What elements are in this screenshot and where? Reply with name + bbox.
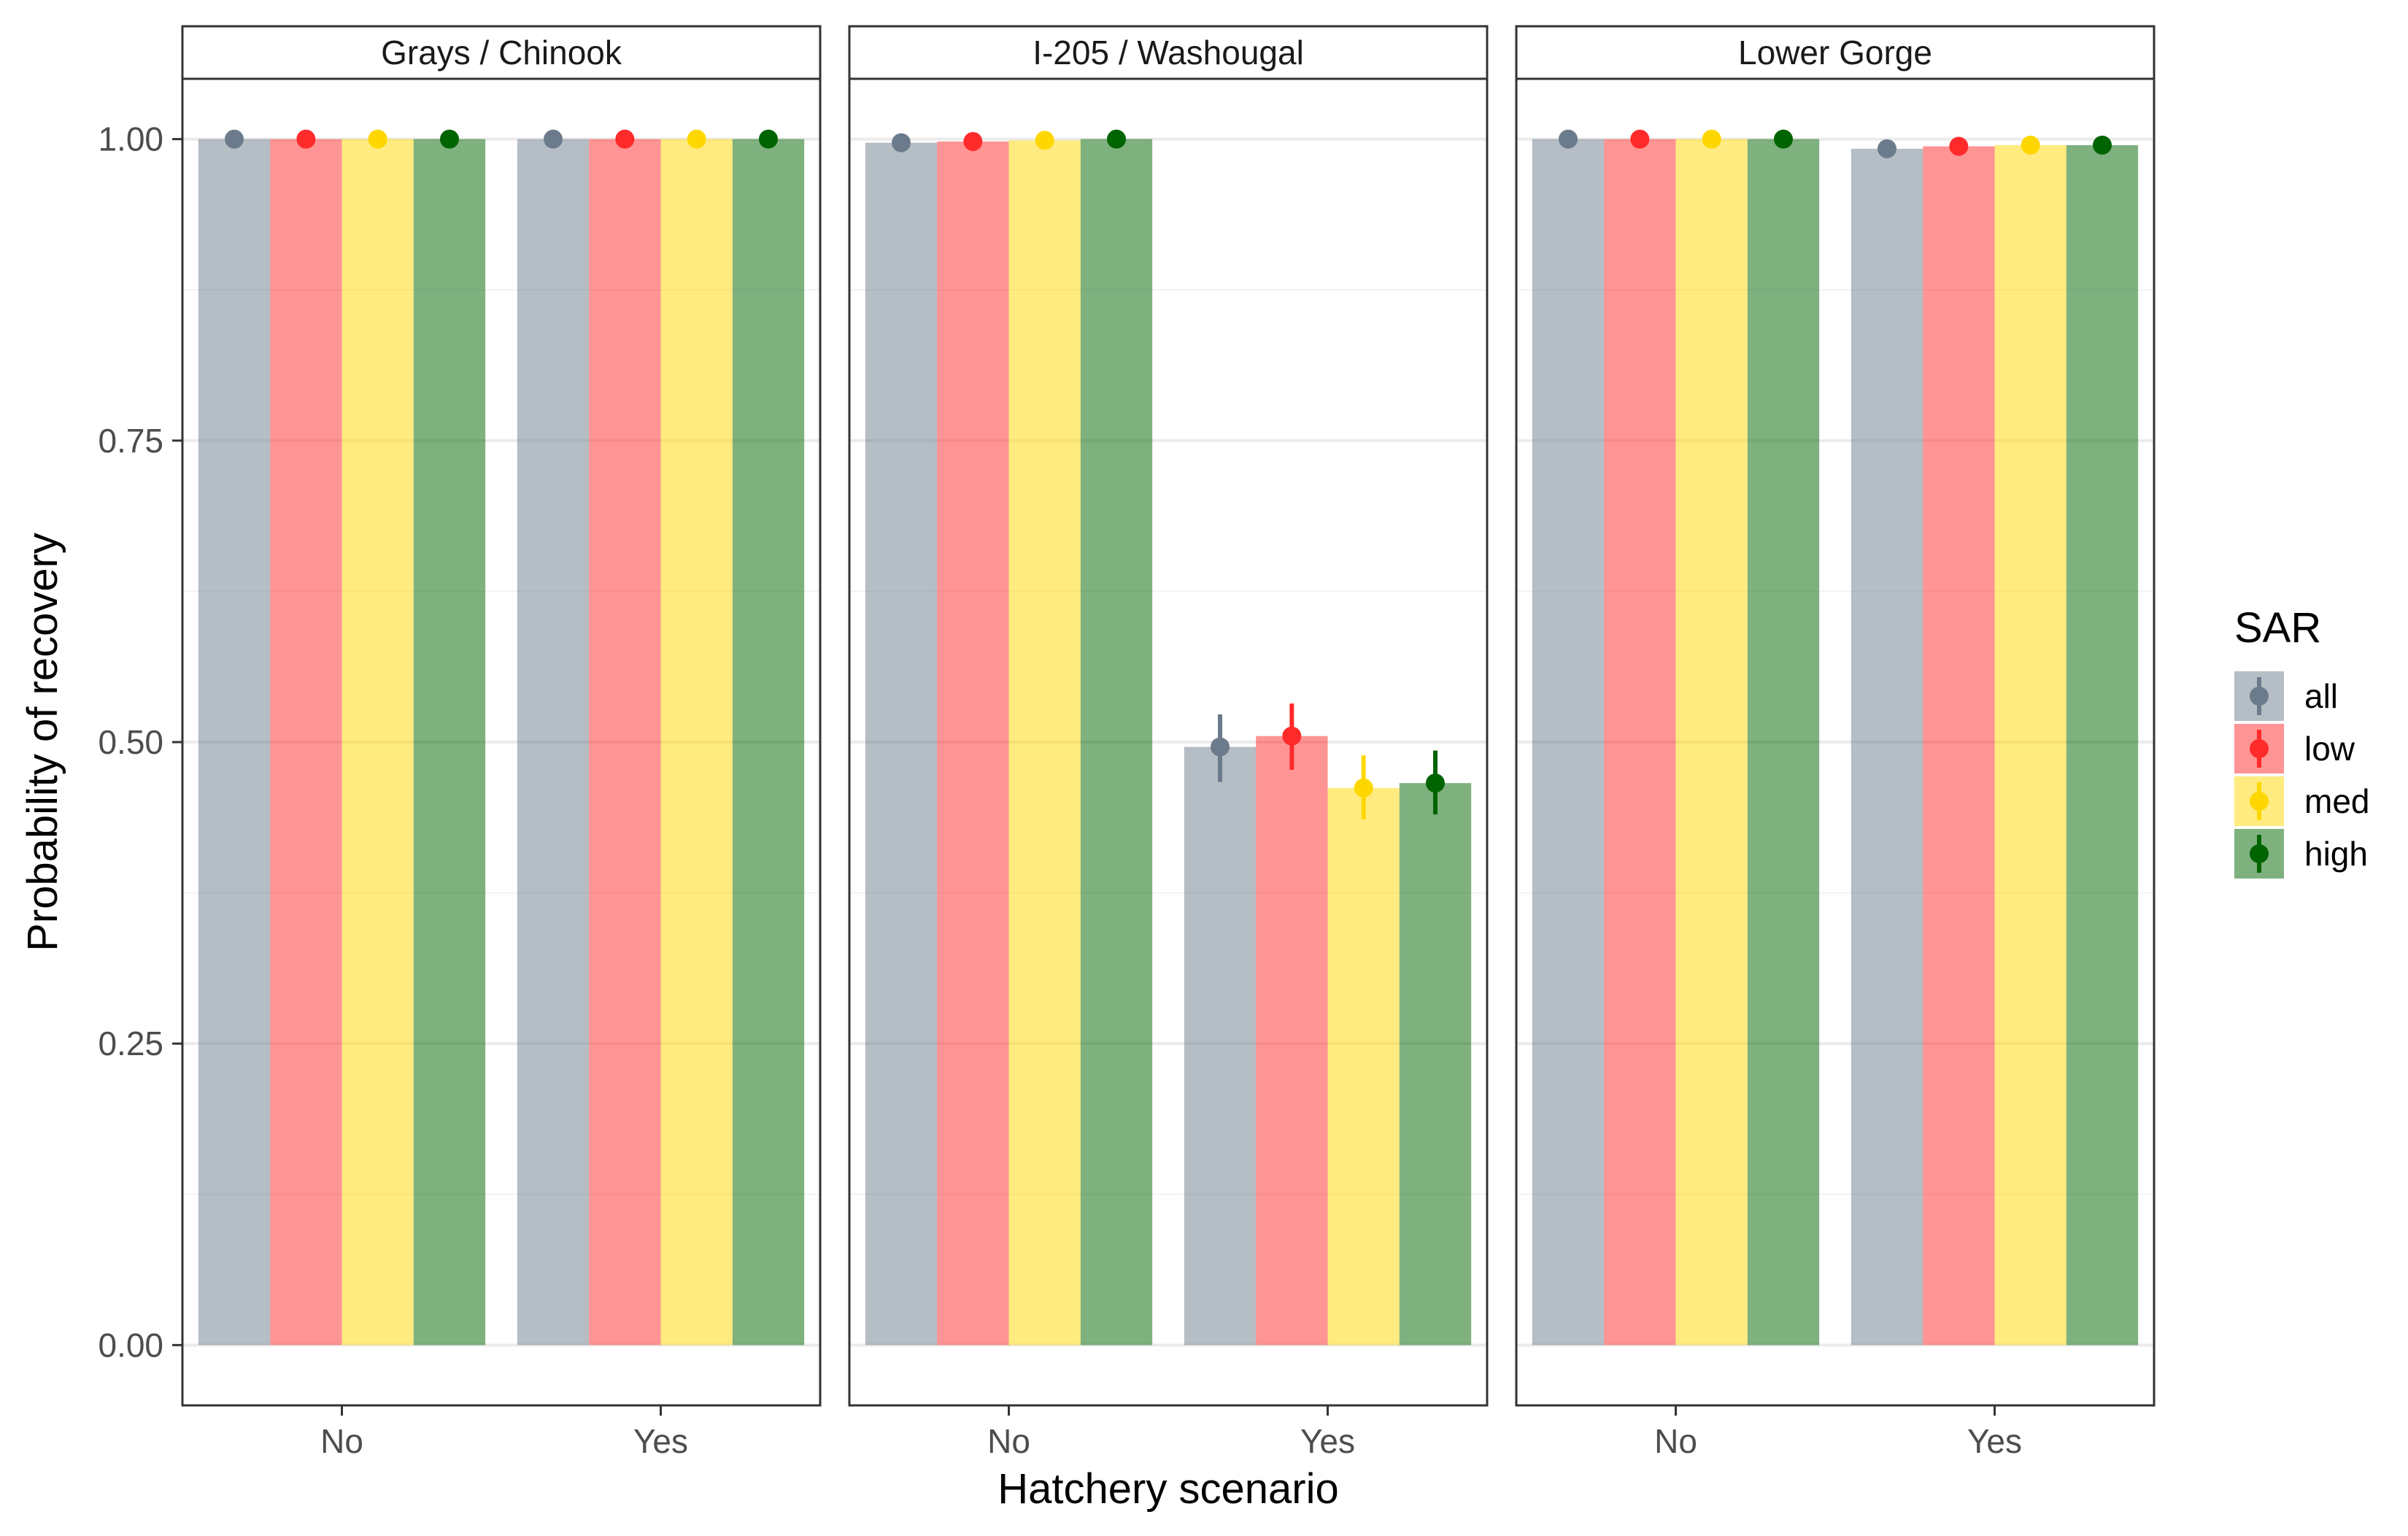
point-all-no — [1559, 129, 1578, 149]
point-high-no — [439, 129, 459, 149]
point-all-yes — [1878, 139, 1897, 158]
x-tick-label-yes: Yes — [1300, 1422, 1355, 1460]
point-low-no — [1630, 129, 1650, 149]
legend: SAR all low med high — [2234, 604, 2369, 879]
point-all-no — [892, 133, 911, 153]
bar-low-yes — [589, 139, 661, 1346]
bar-high-yes — [2066, 144, 2139, 1346]
point-all-yes — [544, 129, 563, 149]
y-tick-label: 1.00 — [98, 120, 163, 158]
point-low-no — [296, 129, 316, 149]
point-all-no — [225, 129, 244, 149]
bar-med-no — [1675, 139, 1748, 1346]
legend-label-high: high — [2304, 835, 2368, 873]
legend-label-low: low — [2304, 730, 2355, 768]
bar-high-no — [1080, 139, 1153, 1346]
bar-low-yes — [1923, 146, 1995, 1346]
legend-key-point — [2250, 844, 2269, 863]
point-med-yes — [2021, 135, 2040, 155]
bar-all-yes — [1851, 148, 1923, 1346]
legend-title: SAR — [2234, 604, 2321, 652]
facet-label: Grays / Chinook — [381, 34, 622, 72]
point-low-yes — [1282, 726, 1302, 746]
point-high-no — [1106, 129, 1126, 149]
facet-panel-1: Grays / Chinook No Yes — [181, 25, 822, 1460]
x-tick-label-no: No — [1654, 1422, 1697, 1460]
point-high-yes — [758, 129, 778, 149]
bar-high-no — [413, 139, 486, 1346]
facet-panel-3: Lower Gorge No Yes — [1515, 25, 2156, 1460]
y-axis-title: Probability of recovery — [19, 533, 66, 952]
bar-med-no — [341, 139, 414, 1346]
bar-med-yes — [660, 139, 733, 1346]
bar-med-yes — [1994, 144, 2067, 1346]
point-all-yes — [1211, 737, 1230, 757]
legend-label-all: all — [2304, 677, 2338, 715]
facet-label: I-205 / Washougal — [1033, 34, 1304, 72]
point-high-yes — [2092, 135, 2112, 155]
facet-panel-2: I-205 / Washougal No Yes — [848, 25, 1489, 1460]
point-med-yes — [1354, 778, 1373, 798]
x-tick-label-yes: Yes — [633, 1422, 688, 1460]
x-tick-label-no: No — [320, 1422, 363, 1460]
point-low-yes — [615, 129, 635, 149]
point-high-no — [1773, 129, 1793, 149]
bar-all-no — [865, 142, 938, 1346]
point-med-no — [1702, 129, 1721, 149]
facet-strip — [848, 25, 1489, 80]
legend-label-med: med — [2304, 782, 2369, 820]
point-med-no — [1035, 131, 1054, 150]
bar-all-no — [198, 139, 271, 1346]
point-med-yes — [687, 129, 706, 149]
bar-med-no — [1008, 140, 1081, 1346]
bar-med-yes — [1327, 787, 1400, 1346]
point-med-no — [368, 129, 387, 149]
point-high-yes — [1425, 773, 1445, 793]
legend-key-point — [2250, 792, 2269, 811]
bar-all-yes — [517, 139, 590, 1346]
y-axis: 0.00 0.25 0.50 0.75 1.00 — [98, 120, 182, 1364]
legend-key-point — [2250, 739, 2269, 758]
facet-strip — [1515, 25, 2156, 80]
bar-high-yes — [732, 139, 805, 1346]
point-low-no — [963, 131, 983, 151]
y-tick-label: 0.50 — [98, 723, 163, 761]
bar-all-no — [1532, 139, 1605, 1346]
legend-item-all: all — [2234, 671, 2338, 721]
x-tick-label-no: No — [987, 1422, 1030, 1460]
bar-low-no — [937, 141, 1009, 1346]
x-tick-label-yes: Yes — [1967, 1422, 2022, 1460]
facet-strip — [181, 25, 822, 80]
point-low-yes — [1949, 136, 1969, 156]
bar-low-no — [270, 139, 342, 1346]
bar-high-no — [1747, 139, 1820, 1346]
facet-label: Lower Gorge — [1738, 34, 1932, 72]
y-tick-label: 0.75 — [98, 422, 163, 460]
x-axis-title: Hatchery scenario — [997, 1465, 1338, 1513]
y-tick-label: 0.25 — [98, 1024, 163, 1062]
bar-all-yes — [1184, 746, 1257, 1346]
legend-item-high: high — [2234, 829, 2368, 879]
bar-low-yes — [1256, 736, 1328, 1346]
y-tick-label: 0.00 — [98, 1326, 163, 1364]
legend-item-low: low — [2234, 724, 2355, 773]
bar-high-yes — [1399, 783, 1472, 1346]
legend-key-point — [2250, 687, 2269, 706]
legend-item-med: med — [2234, 776, 2369, 826]
bar-low-no — [1604, 139, 1676, 1346]
